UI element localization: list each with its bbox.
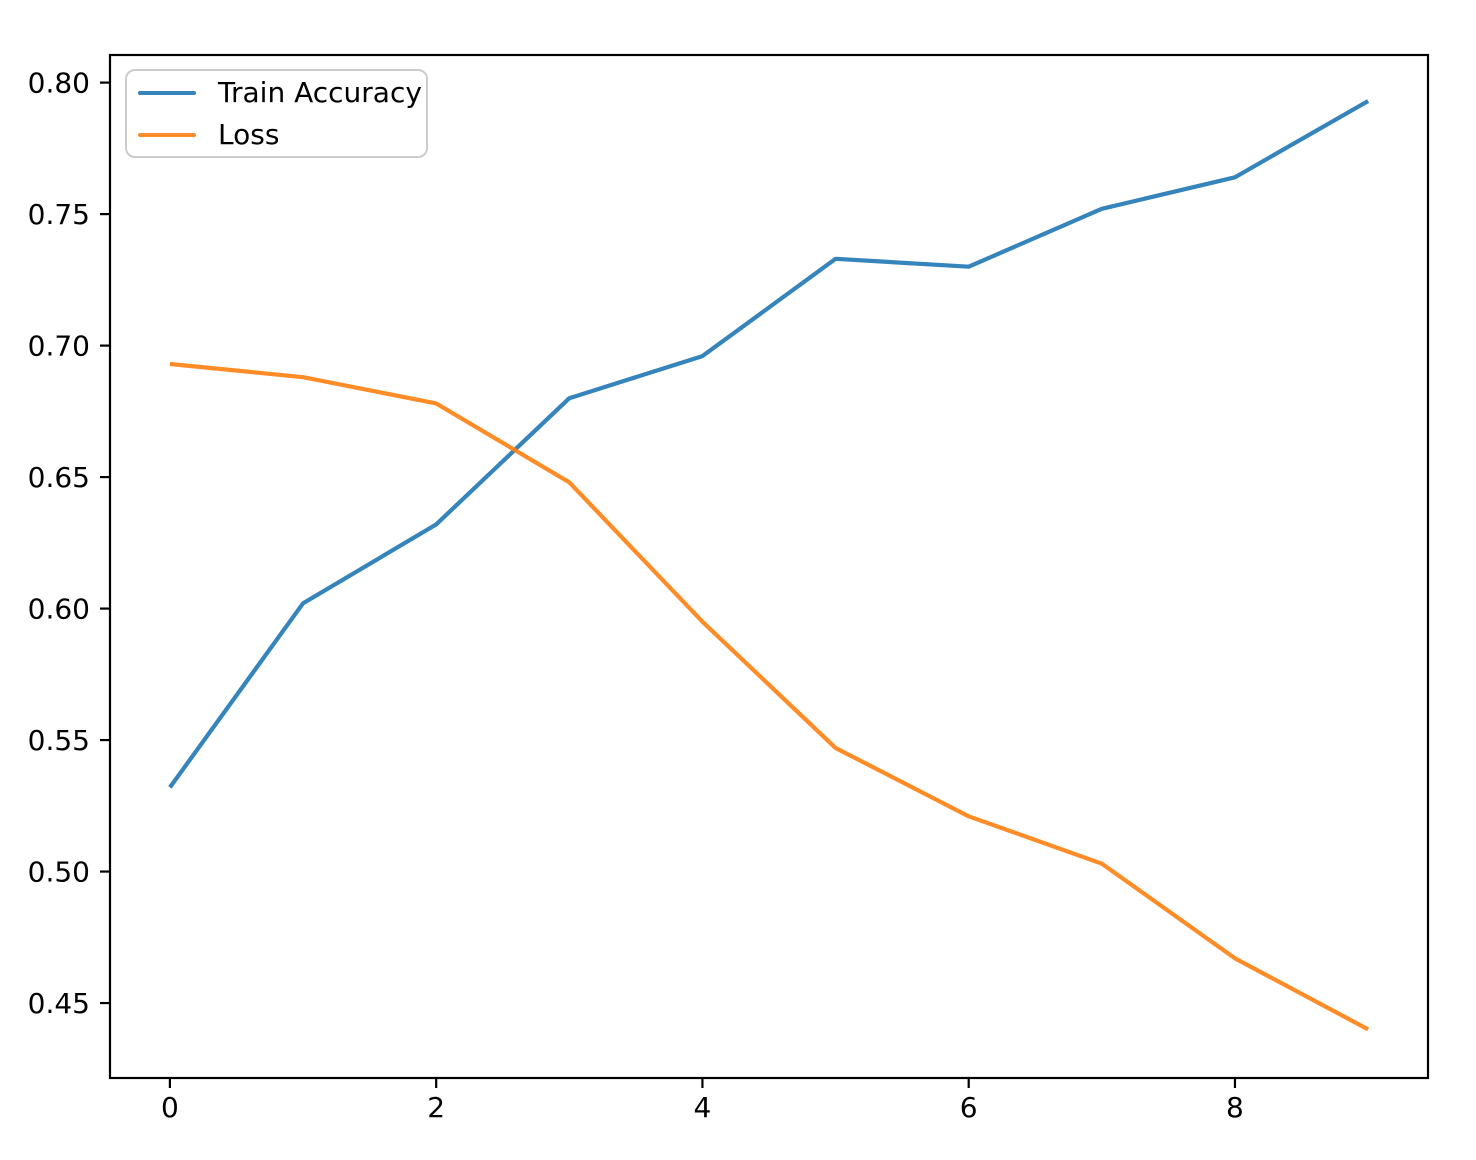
legend-line-swatch-loss	[138, 132, 196, 137]
axes-spines	[108, 53, 1430, 1080]
y-tick-label: 0.50	[28, 856, 90, 889]
series-line-train-accuracy	[168, 99, 1370, 789]
x-tick-label: 4	[694, 1091, 712, 1124]
legend-entry-train-accuracy: Train Accuracy	[127, 74, 426, 111]
y-tick-label: 0.55	[28, 724, 90, 757]
y-tick-label: 0.70	[28, 330, 90, 363]
y-tick-label: 0.75	[28, 198, 90, 231]
legend-line-swatch-train-accuracy	[138, 90, 196, 95]
x-tick-label: 2	[427, 1091, 445, 1124]
y-tick-label: 0.65	[28, 461, 90, 494]
legend: Train Accuracy Loss	[125, 69, 428, 158]
series-line-loss	[169, 361, 1370, 1032]
legend-entry-loss: Loss	[127, 116, 426, 153]
legend-label-loss: Loss	[218, 117, 280, 151]
y-tick-label: 0.80	[28, 67, 90, 100]
x-tick-label: 6	[960, 1091, 978, 1124]
legend-label-train-accuracy: Train Accuracy	[218, 75, 422, 109]
x-tick-label: 8	[1226, 1091, 1244, 1124]
y-tick-label: 0.60	[28, 593, 90, 626]
y-tick-label: 0.45	[28, 987, 90, 1020]
x-tick-label: 0	[161, 1091, 179, 1124]
